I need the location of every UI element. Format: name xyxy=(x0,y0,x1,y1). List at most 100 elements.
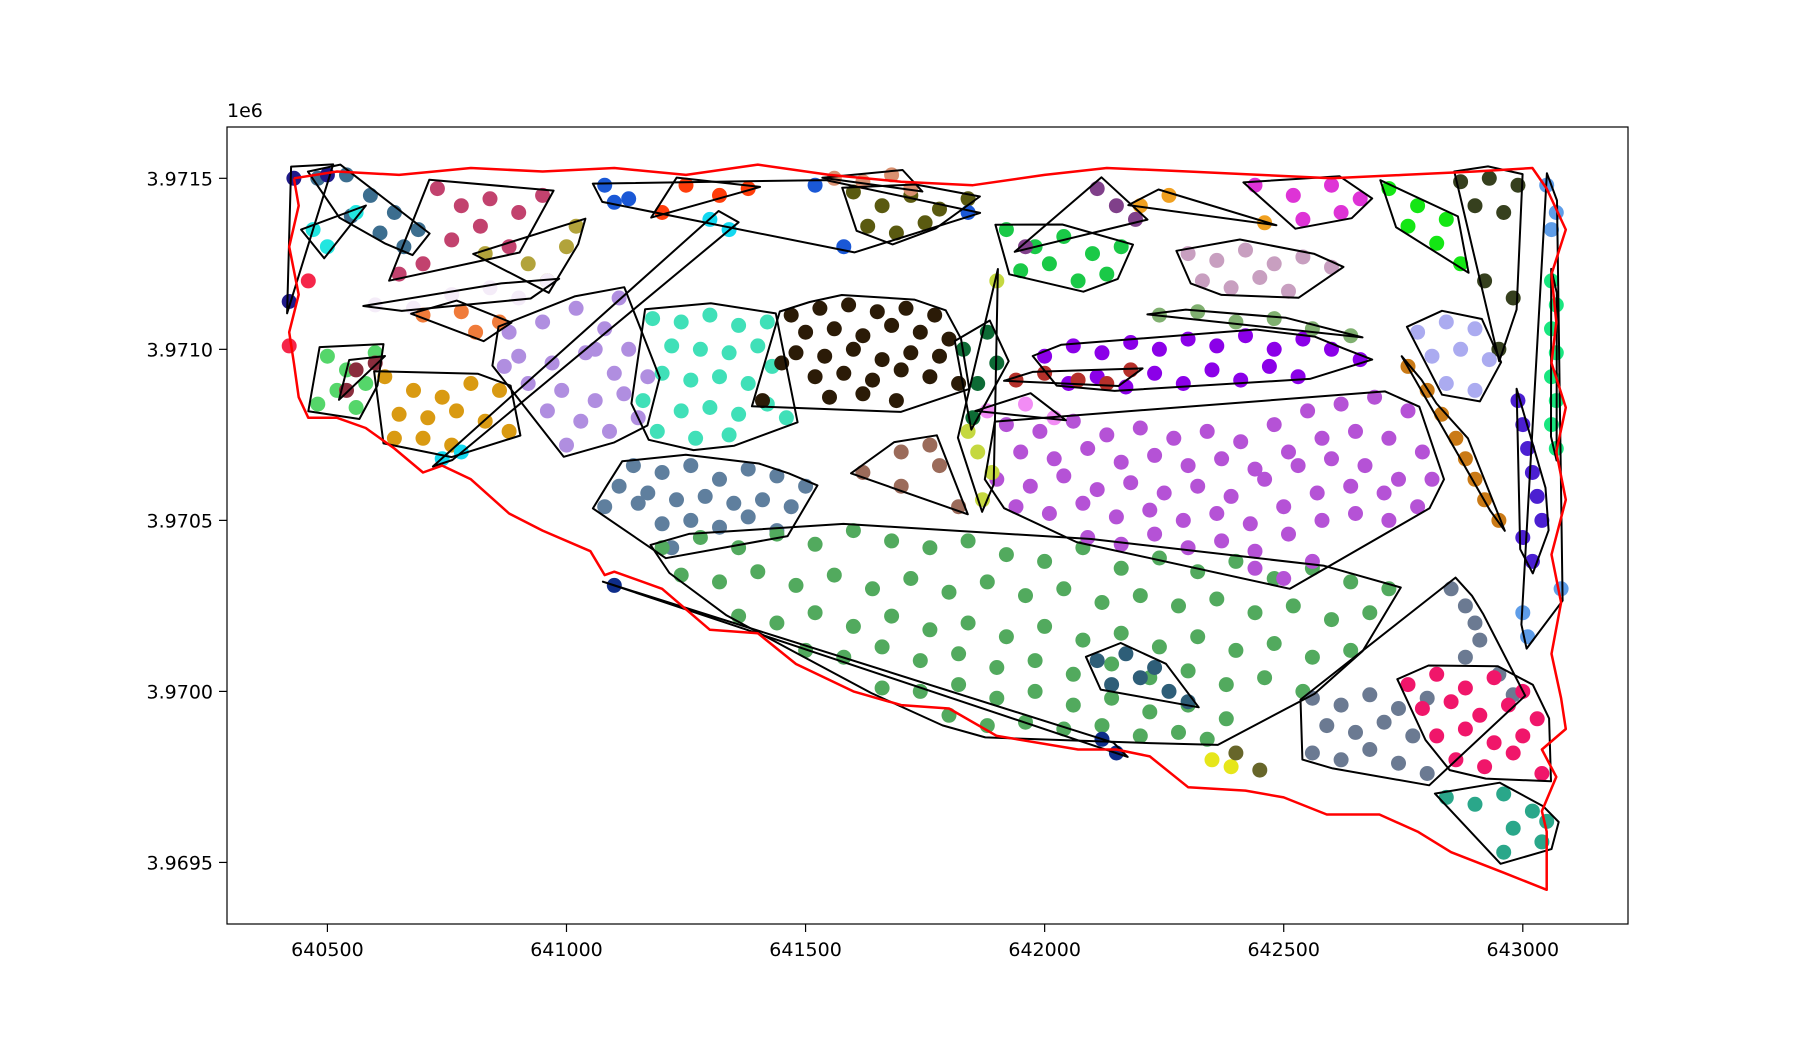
scatter-point xyxy=(669,492,684,508)
scatter-point xyxy=(1424,471,1440,487)
scatter-point xyxy=(453,304,469,320)
scatter-point xyxy=(1156,485,1172,501)
scatter-point xyxy=(1209,252,1225,268)
scatter-point xyxy=(1113,536,1129,552)
scatter-point xyxy=(1405,728,1421,744)
scatter-point xyxy=(683,512,699,528)
scatter-point xyxy=(654,465,670,480)
scatter-point xyxy=(1467,615,1483,631)
scatter-point xyxy=(865,581,880,597)
scatter-point xyxy=(960,615,976,631)
scatter-point xyxy=(932,348,947,364)
scatter-point xyxy=(1281,283,1296,299)
scatter-point xyxy=(1171,724,1186,740)
scatter-point xyxy=(1481,352,1497,368)
scatter-point xyxy=(1147,660,1163,675)
scatter-point xyxy=(1247,543,1263,559)
scatter-point xyxy=(1223,759,1239,775)
scatter-point xyxy=(568,300,584,316)
scatter-point xyxy=(1252,762,1268,778)
scatter-point xyxy=(635,393,651,409)
scatter-point xyxy=(1324,451,1339,467)
plot-area-frame xyxy=(226,126,1629,925)
cluster-partition-line xyxy=(300,204,367,260)
scatter-point xyxy=(367,355,383,371)
scatter-point xyxy=(683,372,699,388)
scatter-point xyxy=(1080,441,1096,456)
cluster-partition-line xyxy=(1084,642,1200,709)
x-tick-label: 641000 xyxy=(530,939,603,961)
scatter-point xyxy=(826,567,842,583)
scatter-point xyxy=(979,574,995,590)
scatter-point xyxy=(1348,423,1363,439)
cluster-partition-line xyxy=(750,294,971,413)
scatter-point xyxy=(573,413,589,429)
scatter-point xyxy=(1424,348,1440,364)
scatter-point xyxy=(1467,198,1483,214)
scatter-point xyxy=(1343,478,1359,494)
scatter-point xyxy=(372,225,388,241)
scatter-point xyxy=(1190,304,1206,320)
scatter-point xyxy=(1457,649,1473,665)
scatter-point xyxy=(712,471,727,487)
scatter-point xyxy=(1309,485,1325,501)
scatter-point xyxy=(1132,670,1148,686)
scatter-point xyxy=(1281,444,1296,460)
cluster-partition-line xyxy=(1031,328,1374,392)
scatter-point xyxy=(922,622,938,638)
scatter-point xyxy=(1094,718,1110,734)
cluster-partition-line xyxy=(388,178,555,282)
scatter-point xyxy=(1314,512,1330,528)
scatter-point xyxy=(1266,341,1282,357)
scatter-point xyxy=(1429,666,1445,682)
scatter-point xyxy=(1037,553,1053,569)
scatter-point xyxy=(807,605,823,621)
scatter-point xyxy=(731,406,747,422)
scatter-point xyxy=(922,369,938,385)
scatter-point xyxy=(597,177,613,193)
scatter-point xyxy=(453,198,469,214)
scatter-point xyxy=(482,191,498,207)
scatter-point xyxy=(1333,396,1349,412)
scatter-point xyxy=(1018,588,1033,604)
scatter-point xyxy=(434,389,450,405)
scatter-point xyxy=(1099,427,1115,443)
cluster-partition-line xyxy=(591,179,982,254)
scatter-point xyxy=(798,324,814,340)
scatter-point xyxy=(1032,423,1048,439)
scatter-point xyxy=(673,567,689,583)
scatter-point xyxy=(1381,430,1397,446)
scatter-point xyxy=(912,683,928,699)
scatter-point xyxy=(1348,724,1363,740)
scatter-point xyxy=(415,256,431,272)
scatter-point xyxy=(712,369,727,385)
scatter-point xyxy=(1285,187,1301,203)
cluster-partition-line xyxy=(850,434,969,516)
scatter-point xyxy=(692,341,708,357)
scatter-point xyxy=(874,352,890,368)
scatter-point xyxy=(998,222,1014,238)
scatter-point xyxy=(1108,509,1124,525)
scatter-point xyxy=(1094,595,1110,610)
scatter-point xyxy=(449,403,464,419)
scatter-point xyxy=(922,540,938,556)
scatter-point xyxy=(348,400,364,415)
scatter-point xyxy=(1228,745,1244,761)
scatter-point xyxy=(1065,338,1081,354)
scatter-point xyxy=(429,181,445,197)
scatter-point xyxy=(1414,701,1430,716)
scatter-point xyxy=(654,540,670,556)
scatter-point xyxy=(1089,181,1105,197)
scatter-point xyxy=(822,389,837,405)
scatter-point xyxy=(1113,560,1129,576)
scatter-point xyxy=(855,386,871,402)
scatter-point xyxy=(951,646,967,662)
scatter-point xyxy=(1204,752,1220,768)
scatter-point xyxy=(922,437,938,453)
scatter-point xyxy=(884,533,900,549)
scatter-point xyxy=(750,338,766,354)
scatter-point xyxy=(836,365,852,381)
scatter-point xyxy=(1223,280,1239,296)
scatter-point xyxy=(712,574,727,590)
